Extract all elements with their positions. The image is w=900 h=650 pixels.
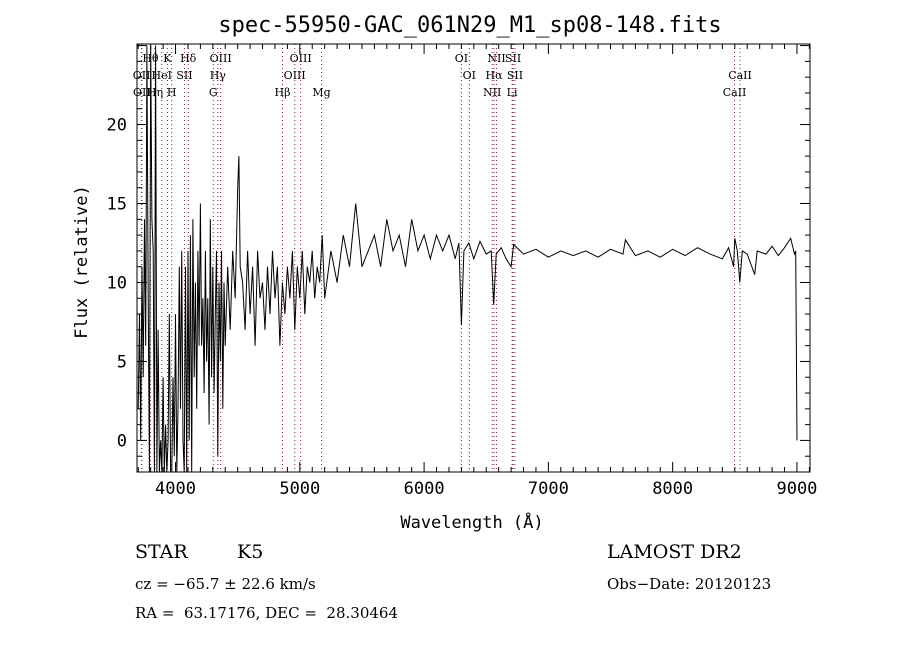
line-marker-label: Hβ xyxy=(275,86,291,99)
line-marker-label: OIII xyxy=(284,69,306,82)
redshift-text: cz = −65.7 ± 22.6 km/s xyxy=(135,575,316,593)
y-tick-label: 0 xyxy=(117,431,127,451)
chart-title: spec-55950-GAC_061N29_M1_sp08-148.fits xyxy=(218,13,721,38)
obs-date-text: Obs−Date: 20120123 xyxy=(607,575,772,593)
line-marker-label: SII xyxy=(505,52,521,65)
coordinates-text: RA = 63.17176, DEC = 28.30464 xyxy=(135,604,399,622)
line-marker-label: SII xyxy=(176,69,192,82)
x-tick-label: 5000 xyxy=(279,479,320,499)
line-marker-label: K xyxy=(163,52,172,65)
x-tick-label: 8000 xyxy=(652,479,693,499)
line-marker-label: HeI xyxy=(152,69,172,82)
line-marker-label: Hδ xyxy=(180,52,197,65)
y-tick-label: 10 xyxy=(107,273,127,293)
y-tick-label: 20 xyxy=(107,116,127,136)
x-tick-label: 4000 xyxy=(155,479,196,499)
x-tick-label: 7000 xyxy=(528,479,569,499)
line-marker-label: SII xyxy=(507,69,523,82)
tick-labels: 4000 5000 6000 7000 8000 9000 0 5 10 15 20 xyxy=(107,116,818,499)
object-subclass: K5 xyxy=(237,541,264,563)
axis-ticks xyxy=(137,44,810,473)
line-marker-label: G xyxy=(209,86,218,99)
survey-label: LAMOST DR2 xyxy=(607,541,742,563)
y-tick-label: 5 xyxy=(117,352,127,372)
x-tick-label: 9000 xyxy=(776,479,817,499)
plot-frame xyxy=(136,43,811,473)
x-tick-label: 6000 xyxy=(404,479,445,499)
line-marker-label: OIII xyxy=(210,52,232,65)
x-axis-label: Wavelength (Å) xyxy=(400,511,543,533)
line-marker-label: NII xyxy=(483,86,501,99)
line-marker-label: Hα xyxy=(486,69,504,82)
y-axis-label: Flux (relative) xyxy=(72,185,92,339)
line-marker-label: NII xyxy=(487,52,505,65)
line-marker-label: CaII xyxy=(728,69,752,82)
line-marker-label: OI xyxy=(455,52,468,65)
line-marker-label: Mg xyxy=(312,86,330,99)
line-marker-label: CaII xyxy=(723,86,747,99)
line-marker-label: OI xyxy=(463,69,476,82)
object-class: STAR xyxy=(135,541,188,563)
line-marker-label: OIII xyxy=(290,52,312,65)
spectrum-line xyxy=(137,45,798,473)
line-marker-label: Hγ xyxy=(210,69,227,82)
line-marker-label: H xyxy=(167,86,177,99)
y-tick-label: 15 xyxy=(107,195,127,215)
line-marker-label: Li xyxy=(507,86,518,99)
